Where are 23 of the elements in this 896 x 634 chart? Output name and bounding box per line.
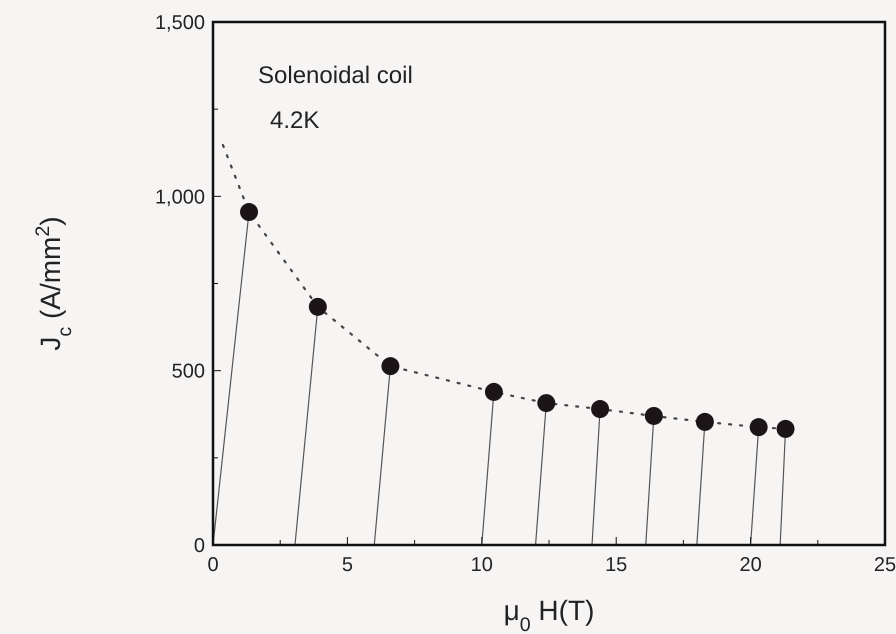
x-tick-label: 20: [739, 554, 762, 576]
point: [644, 406, 663, 425]
point: [484, 382, 503, 401]
annotation: Solenoidal coil: [258, 62, 413, 89]
point: [537, 394, 556, 412]
y-tick-label: 1,500: [154, 12, 205, 34]
x-axis-title: μ$_{0}$ H(T): [504, 595, 594, 634]
x-tick-label: 10: [470, 554, 493, 576]
y-tick-label: 1,000: [154, 186, 205, 208]
point: [240, 203, 258, 222]
point: [696, 412, 714, 431]
x-tick-label: 5: [342, 554, 353, 576]
annotation: 4.2K: [270, 107, 320, 134]
x-tick-label: 0: [207, 554, 219, 576]
y-tick-label: 0: [194, 535, 205, 557]
point: [776, 420, 795, 438]
point: [750, 418, 768, 436]
y-tick-label: 500: [172, 360, 205, 383]
x-tick-label: 25: [874, 554, 896, 576]
point: [381, 357, 400, 376]
point: [308, 298, 327, 316]
x-tick-label: 15: [605, 554, 628, 576]
point: [591, 400, 610, 418]
